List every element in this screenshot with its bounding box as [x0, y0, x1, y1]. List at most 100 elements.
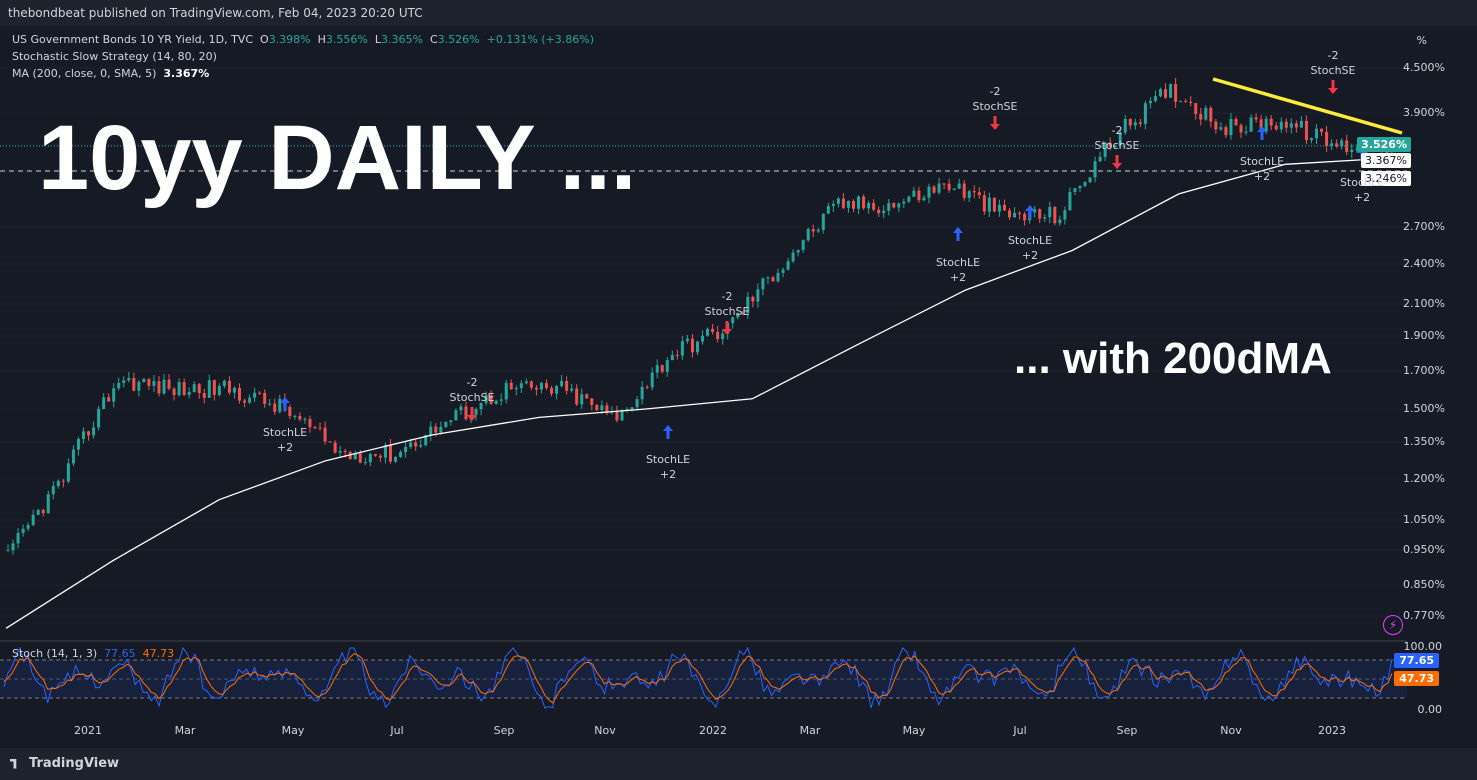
candle-body: [1204, 107, 1208, 120]
price-tick-label: 0.950%: [1403, 543, 1445, 556]
candle-body: [489, 395, 493, 404]
candle-body: [620, 410, 624, 421]
candle-body: [1209, 107, 1213, 122]
signal-name: StochLE: [1239, 155, 1285, 168]
signal-qty: +2: [1353, 191, 1371, 204]
long-arrow-icon: [1257, 126, 1267, 140]
strategy-legend[interactable]: Stochastic Slow Strategy (14, 80, 20): [12, 50, 217, 63]
ma-value: 3.367%: [163, 67, 210, 80]
price-tick-label: 2.700%: [1403, 220, 1445, 233]
time-tick-label: 2021: [74, 724, 102, 737]
candle-body: [147, 378, 151, 386]
candle-body: [313, 427, 317, 429]
candle-body: [932, 186, 936, 193]
candle-body: [1294, 123, 1298, 128]
candle-body: [1073, 188, 1077, 192]
candle-body: [1289, 123, 1293, 128]
candle-body: [1320, 128, 1324, 132]
brand-name: TradingView: [29, 756, 120, 771]
price-tick-label: 0.770%: [1403, 609, 1445, 622]
candle-body: [232, 387, 236, 393]
candle-body: [862, 196, 866, 209]
candle-body: [615, 411, 619, 421]
candle-body: [685, 338, 689, 342]
signal-name: StochSE: [1310, 64, 1356, 77]
candle-body: [454, 410, 458, 421]
candle-body: [102, 397, 106, 409]
candle-body: [600, 405, 604, 411]
candle-body: [238, 387, 242, 401]
candle-body: [1189, 101, 1193, 104]
price-tick-label: 1.050%: [1403, 513, 1445, 526]
tradingview-logo[interactable]: TradingView: [10, 756, 119, 771]
candle-body: [318, 427, 322, 429]
candle-body: [1224, 127, 1228, 136]
signal-name: StochSE: [449, 391, 495, 404]
candle-body: [1123, 118, 1127, 133]
top-bar: [0, 0, 1477, 26]
candle-body: [11, 543, 15, 551]
candle-body: [902, 201, 906, 204]
candle-body: [197, 384, 201, 394]
tradingview-logo-icon: [10, 758, 17, 769]
signal-qty: +2: [1253, 170, 1271, 183]
candle-body: [137, 382, 141, 391]
signal-name: StochLE: [1339, 176, 1385, 189]
candle-body: [1284, 121, 1288, 128]
ma-legend[interactable]: MA (200, close, 0, SMA, 5) 3.367%: [12, 67, 209, 80]
candle-body: [937, 183, 941, 193]
candle-body: [595, 405, 599, 411]
candle-body: [746, 296, 750, 314]
candle-body: [459, 406, 463, 411]
lightning-icon[interactable]: ⚡: [1383, 615, 1403, 635]
candle-body: [1199, 113, 1203, 120]
candle-body: [841, 198, 845, 208]
candle-body: [36, 509, 40, 515]
signal-name: StochSE: [972, 100, 1018, 113]
chart-canvas[interactable]: [0, 0, 1477, 748]
candle-body: [217, 385, 221, 395]
signal-label-stochse: -2 StochSE: [450, 375, 495, 405]
signal-name: StochSE: [704, 305, 750, 318]
candle-body: [107, 397, 111, 402]
signal-qty: -2: [466, 376, 478, 389]
candle-body: [1148, 100, 1152, 104]
candle-body: [444, 421, 448, 427]
candle-body: [383, 445, 387, 458]
candle-body: [76, 438, 80, 450]
short-arrow-icon: [1328, 80, 1338, 94]
time-tick-label: Nov: [1220, 724, 1242, 737]
short-arrow-icon: [990, 116, 1000, 130]
overlay-subtitle: ... with 200dMA: [1014, 334, 1332, 383]
candle-body: [907, 196, 911, 202]
candle-body: [253, 392, 257, 398]
candle-body: [66, 463, 70, 482]
candle-body: [16, 532, 20, 544]
candle-body: [851, 200, 855, 209]
candle-body: [26, 525, 30, 529]
candle-body: [771, 277, 775, 282]
candle-body: [1118, 132, 1122, 146]
candle-body: [388, 445, 392, 462]
candle-body: [690, 338, 694, 353]
symbol-legend[interactable]: US Government Bonds 10 YR Yield, 1D, TVC…: [12, 33, 594, 46]
signal-name: StochLE: [645, 453, 691, 466]
candle-body: [927, 186, 931, 198]
candle-body: [1229, 119, 1233, 136]
candle-body: [449, 420, 453, 422]
candle-body: [303, 419, 307, 421]
candle-body: [1279, 121, 1283, 130]
candle-body: [1113, 145, 1117, 147]
time-tick-label: Nov: [594, 724, 616, 737]
candle-body: [1350, 149, 1354, 153]
candle-body: [273, 403, 277, 412]
stoch-d-line: [3, 653, 1393, 704]
candle-body: [368, 454, 372, 463]
low-value: 3.365%: [381, 33, 423, 46]
time-tick-label: May: [902, 724, 926, 737]
stoch-legend[interactable]: Stoch (14, 1, 3) 77.65 47.73: [12, 647, 174, 660]
candle-body: [680, 341, 684, 356]
candle-body: [248, 397, 252, 403]
candle-body: [640, 386, 644, 400]
candle-body: [1093, 161, 1097, 178]
